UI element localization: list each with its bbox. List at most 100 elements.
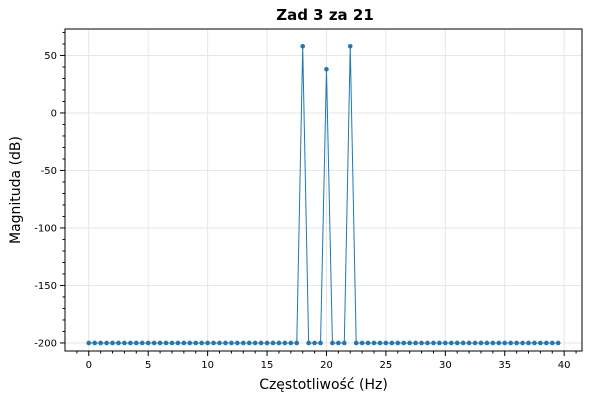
data-point: [145, 340, 151, 346]
data-point: [110, 340, 115, 346]
data-point: [496, 340, 502, 346]
x-tick-label: 20: [320, 360, 333, 371]
data-point: [246, 340, 252, 346]
data-point: [336, 340, 341, 346]
data-point: [419, 340, 424, 346]
data-point: [353, 340, 359, 346]
data-point: [460, 340, 466, 346]
data-point: [466, 340, 472, 346]
data-point: [151, 340, 157, 346]
data-point: [371, 340, 377, 346]
data-point: [389, 340, 395, 346]
data-point: [472, 340, 478, 346]
data-point: [377, 340, 383, 346]
data-point: [341, 340, 347, 346]
data-point: [205, 340, 210, 346]
data-point: [252, 340, 258, 346]
data-point: [98, 340, 103, 346]
data-point: [306, 340, 311, 346]
data-point: [276, 340, 282, 346]
data-point: [199, 340, 204, 346]
data-point: [538, 340, 543, 346]
x-tick-label: 40: [558, 360, 571, 371]
x-axis-label: Częstotliwość (Hz): [259, 377, 388, 393]
data-points: [86, 43, 561, 346]
data-point: [193, 340, 199, 346]
data-point: [270, 340, 276, 346]
y-tick-label: 50: [44, 51, 57, 62]
data-point: [431, 340, 436, 346]
data-point: [484, 340, 490, 346]
data-point: [128, 340, 133, 346]
data-point: [413, 340, 418, 346]
data-point: [300, 43, 306, 49]
data-point: [365, 340, 371, 346]
plot-frame: [64, 28, 583, 352]
x-tick-label: 0: [86, 360, 92, 371]
data-point: [549, 340, 555, 346]
data-point: [139, 340, 145, 346]
y-axis-label: Magnituda (dB): [8, 136, 24, 244]
data-point: [258, 340, 264, 346]
data-point: [217, 340, 222, 346]
axis-ticks: 0 5 10 15 20 25 30 35 40 50 0 -50 -100 -150 -200: [34, 31, 577, 371]
data-point: [514, 340, 519, 346]
data-point: [478, 340, 484, 346]
data-point: [395, 340, 401, 346]
data-point: [555, 340, 561, 346]
y-tick-label: 0: [51, 108, 57, 119]
data-point: [383, 340, 389, 346]
x-tick-label: 15: [261, 360, 274, 371]
y-tick-label: -200: [34, 338, 57, 349]
x-tick-label: 10: [201, 360, 214, 371]
data-point: [181, 340, 187, 346]
data-point: [490, 340, 496, 346]
data-point: [359, 340, 365, 346]
data-point: [407, 340, 412, 346]
data-point: [240, 340, 246, 346]
data-point: [437, 340, 442, 346]
data-point: [508, 340, 513, 346]
data-point: [454, 340, 460, 346]
series: [86, 43, 561, 346]
data-point: [104, 340, 109, 346]
x-tick-label: 30: [439, 360, 452, 371]
data-point: [502, 340, 508, 346]
data-point: [520, 340, 525, 346]
data-point: [526, 340, 531, 346]
data-point: [288, 340, 294, 346]
data-point: [425, 340, 430, 346]
data-point: [324, 66, 329, 72]
data-point: [187, 340, 193, 346]
x-tick-label: 5: [145, 360, 151, 371]
data-point: [443, 340, 448, 346]
data-point: [175, 340, 181, 346]
data-point: [169, 340, 175, 346]
data-point: [229, 340, 234, 346]
data-point: [318, 340, 323, 346]
data-point: [330, 340, 335, 346]
data-point: [294, 340, 300, 346]
x-tick-label: 35: [498, 360, 511, 371]
data-point: [282, 340, 288, 346]
data-point: [92, 340, 98, 346]
data-point: [448, 340, 454, 346]
y-tick-label: -150: [34, 281, 57, 292]
data-point: [312, 340, 317, 346]
y-tick-label: -100: [34, 223, 57, 234]
data-point: [401, 340, 407, 346]
series-line: [88, 46, 559, 344]
data-point: [264, 340, 270, 346]
data-point: [211, 340, 216, 346]
data-point: [86, 340, 92, 346]
data-point: [223, 340, 228, 346]
chart-title: Zad 3 za 21: [276, 6, 374, 24]
data-point: [116, 340, 121, 346]
data-point: [532, 340, 537, 346]
data-point: [134, 340, 139, 346]
data-point: [544, 340, 549, 346]
data-point: [157, 340, 163, 346]
y-tick-label: -50: [41, 166, 57, 177]
x-tick-label: 25: [380, 360, 393, 371]
